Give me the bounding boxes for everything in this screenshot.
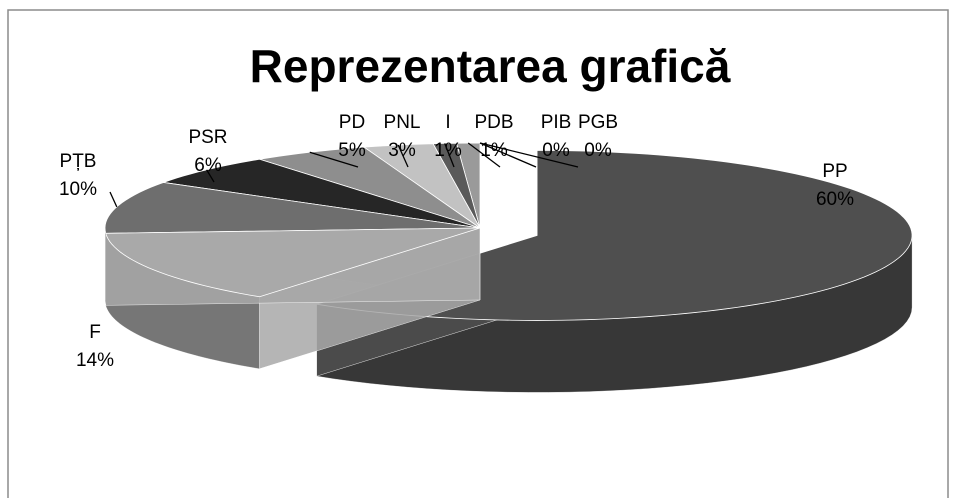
leader-line (397, 144, 409, 168)
slice-value-label: 60% (816, 189, 854, 210)
chart-title: Reprezentarea grafică (250, 40, 731, 92)
leader-line (479, 142, 537, 168)
slice-value-label: 0% (584, 140, 612, 161)
slice-value-label: 14% (76, 350, 114, 371)
slice-top (105, 227, 481, 298)
leader-line (109, 191, 118, 208)
slice-label: PIB (541, 112, 572, 133)
slice-label: PȚB (60, 151, 97, 172)
slice-value-label: 10% (59, 179, 97, 200)
slice-top (362, 143, 481, 229)
slice-value-label: 3% (388, 140, 416, 161)
pie-slice (105, 227, 481, 370)
slice-value-label: 1% (480, 140, 508, 161)
slice-value-label: 5% (338, 140, 366, 161)
slice-label: PDB (474, 112, 513, 133)
slice-label: PSR (188, 127, 227, 148)
leader-line (206, 169, 215, 183)
slice-label: PP (822, 161, 847, 182)
slice-value-label: 0% (542, 140, 570, 161)
slice-label: PNL (384, 112, 421, 133)
slice-label: I (445, 112, 450, 133)
leader-line (479, 142, 579, 168)
leader-line (309, 151, 359, 168)
slice-top (163, 158, 481, 229)
slice-top (104, 182, 481, 234)
leader-line (467, 142, 501, 168)
slice-side-shade (316, 235, 913, 393)
leader-line (444, 143, 455, 168)
slice-value-label: 6% (194, 155, 222, 176)
slice-value-label: 1% (434, 140, 462, 161)
slice-label: F (89, 322, 101, 343)
slice-label: PD (339, 112, 365, 133)
slice-label: PGB (578, 112, 618, 133)
